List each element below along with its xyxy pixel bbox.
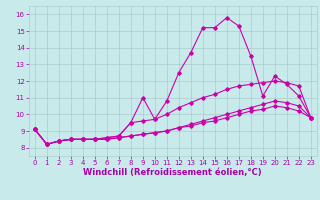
- X-axis label: Windchill (Refroidissement éolien,°C): Windchill (Refroidissement éolien,°C): [84, 168, 262, 177]
